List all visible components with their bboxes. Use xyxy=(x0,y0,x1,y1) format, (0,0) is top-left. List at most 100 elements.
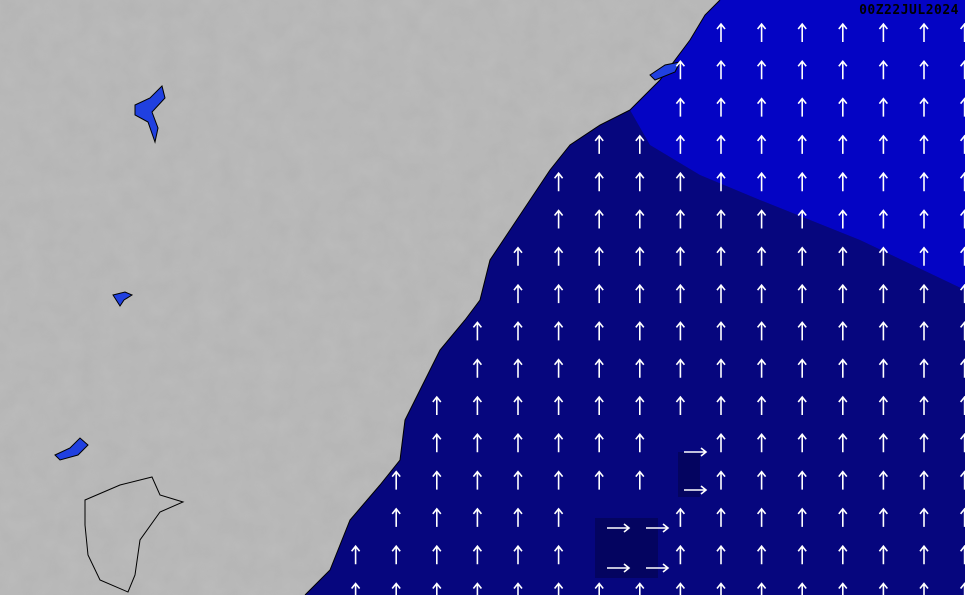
arrow-north-icon xyxy=(675,507,686,527)
arrow-north-icon xyxy=(391,544,401,565)
arrow-north-icon xyxy=(878,507,889,527)
arrow-north-icon xyxy=(797,246,807,266)
arrow-north-icon xyxy=(716,97,726,117)
arrow-north-icon xyxy=(635,358,645,378)
arrow-north-icon xyxy=(756,171,767,192)
calm-patch xyxy=(595,452,700,578)
arrow-north-icon xyxy=(716,507,726,527)
arrow-north-icon xyxy=(594,321,604,341)
arrow-north-icon xyxy=(838,321,848,341)
arrow-north-icon xyxy=(797,544,807,565)
arrow-north-icon xyxy=(513,246,523,266)
arrow-north-icon xyxy=(919,22,929,42)
arrow-north-icon xyxy=(838,395,848,415)
arrow-north-icon xyxy=(675,246,686,266)
arrow-north-icon xyxy=(675,209,686,229)
arrow-north-icon xyxy=(878,283,889,304)
arrow-north-icon xyxy=(472,433,483,453)
arrow-north-icon xyxy=(432,395,442,415)
arrow-north-icon xyxy=(838,433,848,453)
arrow-north-icon xyxy=(756,433,767,453)
region-border xyxy=(84,476,185,593)
arrow-north-icon xyxy=(635,321,645,341)
arrow-north-icon xyxy=(675,134,686,154)
arrow-north-icon xyxy=(716,209,726,229)
arrow-north-icon xyxy=(716,283,726,304)
arrow-north-icon xyxy=(513,358,523,378)
arrow-north-icon xyxy=(797,358,807,378)
arrow-north-icon xyxy=(878,321,889,341)
arrow-north-icon xyxy=(797,97,807,117)
arrow-north-icon xyxy=(472,358,483,378)
arrow-north-icon xyxy=(553,283,564,304)
arrow-north-icon xyxy=(756,22,767,42)
arrow-north-icon xyxy=(797,582,807,595)
arrow-north-icon xyxy=(635,246,645,266)
arrow-north-icon xyxy=(797,395,807,415)
arrow-north-icon xyxy=(878,134,889,154)
arrow-north-icon xyxy=(878,60,889,80)
arrow-north-icon xyxy=(756,507,767,527)
arrow-north-icon xyxy=(838,171,848,192)
arrow-north-icon xyxy=(878,246,889,266)
arrow-north-icon xyxy=(919,582,929,595)
arrow-north-icon xyxy=(553,209,564,229)
arrow-north-icon xyxy=(675,544,686,565)
arrow-north-icon xyxy=(553,171,564,192)
arrow-north-icon xyxy=(553,507,564,527)
arrow-north-icon xyxy=(716,395,726,415)
arrow-east-icon xyxy=(684,447,708,457)
arrow-north-icon xyxy=(797,470,807,490)
arrow-north-icon xyxy=(513,470,523,490)
arrow-north-icon xyxy=(513,321,523,341)
arrow-north-icon xyxy=(878,395,889,415)
arrow-north-icon xyxy=(878,358,889,378)
arrow-north-icon xyxy=(838,97,848,117)
arrow-north-icon xyxy=(594,246,604,266)
arrow-north-icon xyxy=(797,507,807,527)
arrow-north-icon xyxy=(635,209,645,229)
arrow-north-icon xyxy=(432,470,442,490)
arrow-north-icon xyxy=(756,134,767,154)
arrow-north-icon xyxy=(432,544,442,565)
arrow-north-icon xyxy=(838,60,848,80)
arrow-north-icon xyxy=(756,544,767,565)
arrow-north-icon xyxy=(878,470,889,490)
arrow-north-icon xyxy=(594,470,604,490)
arrow-north-icon xyxy=(838,507,848,527)
arrow-north-icon xyxy=(716,433,726,453)
arrow-north-icon xyxy=(756,470,767,490)
arrow-north-icon xyxy=(838,246,848,266)
arrow-north-icon xyxy=(716,470,726,490)
arrow-north-icon xyxy=(472,582,483,595)
arrow-east-icon xyxy=(646,563,670,573)
arrow-north-icon xyxy=(797,171,807,192)
arrow-north-icon xyxy=(919,171,929,192)
arrow-north-icon xyxy=(553,395,564,415)
arrow-north-icon xyxy=(675,358,686,378)
arrow-north-icon xyxy=(797,209,807,229)
arrow-north-icon xyxy=(716,60,726,80)
arrow-north-icon xyxy=(919,544,929,565)
arrow-north-icon xyxy=(472,321,483,341)
arrow-north-icon xyxy=(635,134,645,154)
arrow-north-icon xyxy=(756,582,767,595)
arrow-north-icon xyxy=(675,97,686,117)
arrow-north-icon xyxy=(432,507,442,527)
arrow-north-icon xyxy=(716,171,726,192)
arrow-north-icon xyxy=(472,507,483,527)
arrow-north-icon xyxy=(635,433,645,453)
arrow-north-icon xyxy=(919,134,929,154)
arrow-north-icon xyxy=(797,60,807,80)
arrow-north-icon xyxy=(716,22,726,42)
arrow-north-icon xyxy=(594,171,604,192)
arrow-north-icon xyxy=(675,283,686,304)
arrow-north-icon xyxy=(553,433,564,453)
arrow-north-icon xyxy=(756,321,767,341)
arrow-north-icon xyxy=(472,395,483,415)
arrow-east-icon xyxy=(607,563,631,573)
arrow-east-icon xyxy=(684,485,708,495)
arrow-north-icon xyxy=(838,470,848,490)
arrow-north-icon xyxy=(797,321,807,341)
arrow-north-icon xyxy=(838,209,848,229)
